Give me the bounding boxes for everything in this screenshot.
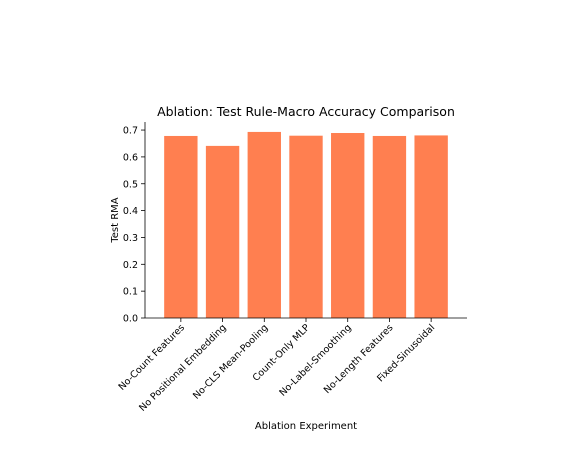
x-tick-label: No-Label-Smoothing — [278, 322, 354, 398]
bar — [205, 145, 240, 318]
chart-title: Ablation: Test Rule-Macro Accuracy Compa… — [157, 104, 455, 119]
y-axis-label: Test RMA — [110, 197, 121, 243]
y-tick-label: 0.6 — [123, 152, 138, 163]
x-tick-label: No Positional Embedding — [137, 322, 228, 413]
x-tick-label: No-CLS Mean-Pooling — [191, 322, 270, 401]
y-tick-label: 0.3 — [123, 233, 138, 244]
y-tick-label: 0.1 — [123, 287, 138, 298]
bars — [164, 131, 448, 318]
bar — [247, 131, 281, 318]
bar — [331, 133, 365, 318]
bar — [414, 135, 448, 318]
bar — [164, 135, 198, 318]
y-tick-label: 0.4 — [123, 206, 138, 217]
y-tick-label: 0.5 — [123, 179, 138, 190]
bar — [372, 135, 407, 318]
y-tick-label: 0.7 — [123, 126, 138, 137]
x-tick-label: No-Length Features — [322, 322, 396, 396]
y-tick-label: 0.2 — [123, 260, 138, 271]
x-axis-label: Ablation Experiment — [255, 421, 357, 432]
y-tick-label: 0.0 — [123, 314, 138, 325]
bar — [289, 135, 323, 318]
y-axis-ticks: 0.0 0.1 0.2 0.3 0.4 0.5 0.6 0.7 — [123, 126, 145, 325]
